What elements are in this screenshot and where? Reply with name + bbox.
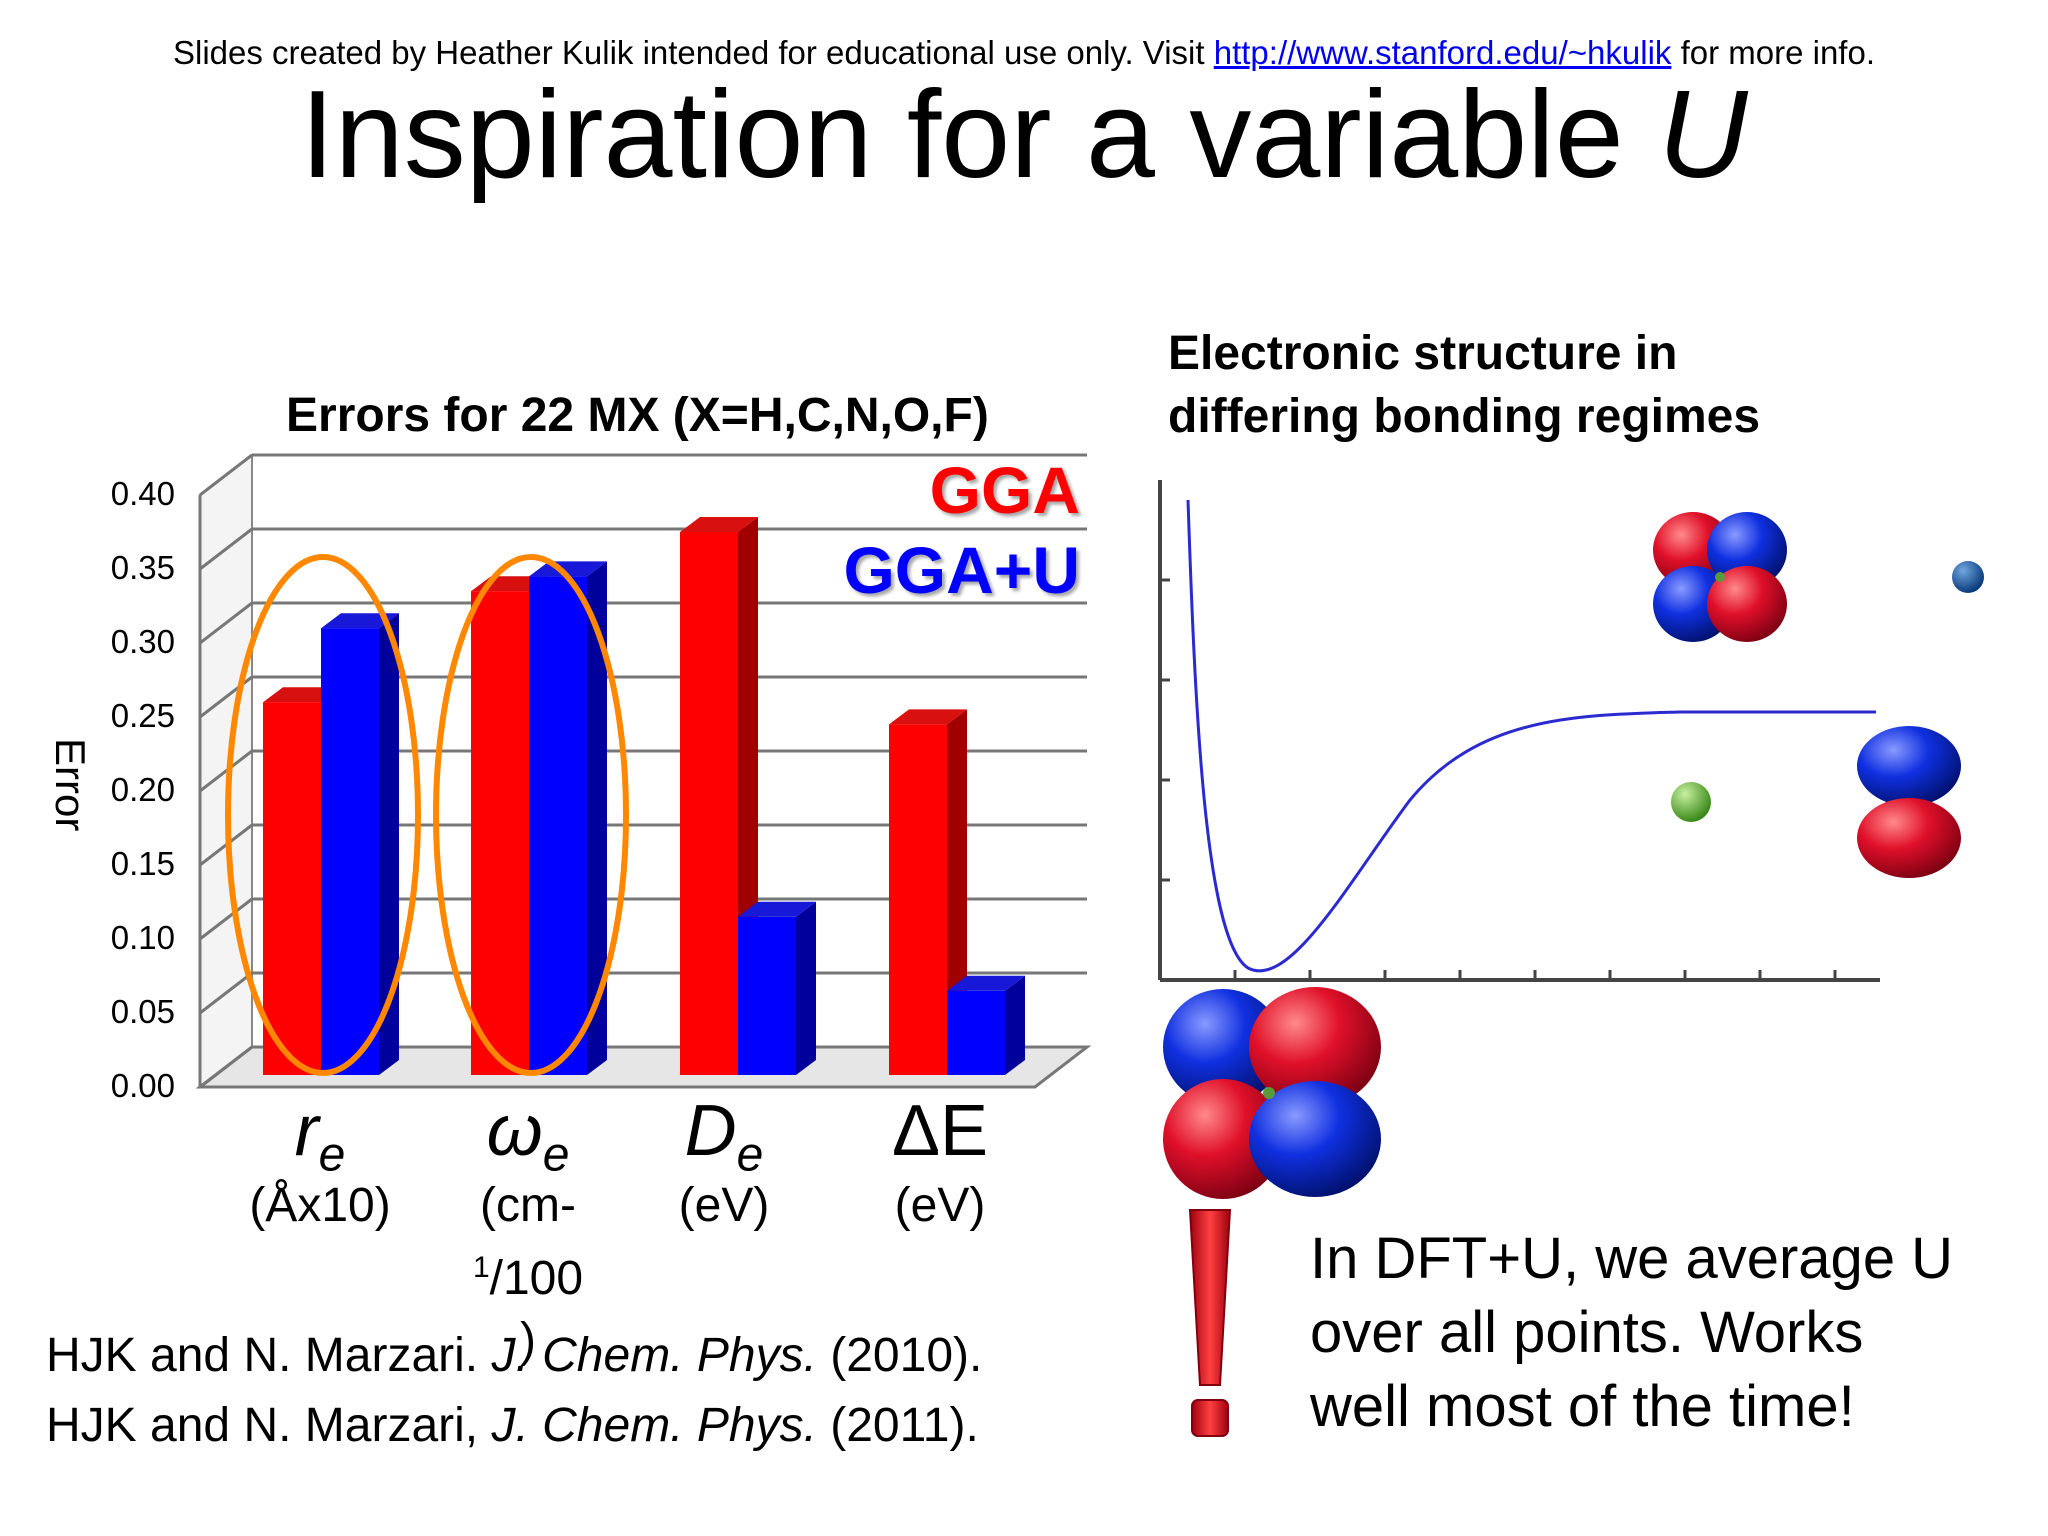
potential-energy-diagram xyxy=(1158,480,1984,1437)
y-tick-label: 0.00 xyxy=(110,1067,175,1104)
credit-suffix: for more info. xyxy=(1680,34,1875,71)
chart-title: Errors for 22 MX (X=H,C,N,O,F) xyxy=(286,389,989,442)
category-unit: (Åx10) xyxy=(249,1179,391,1232)
gridline-slant xyxy=(199,601,253,645)
bar-top-1-3 xyxy=(947,975,1025,991)
highlight-ellipse-1 xyxy=(433,554,629,1076)
atom-small-blue xyxy=(1952,561,1984,593)
bar-GGA+U-2 xyxy=(738,916,796,1075)
y-tick-label: 0.25 xyxy=(110,697,175,734)
gridline-slant xyxy=(199,971,253,1015)
bar-GGA+U-1 xyxy=(529,576,587,1075)
exclamation-icon xyxy=(1188,1209,1232,1437)
credit-line: Slides created by Heather Kulik intended… xyxy=(0,34,2048,72)
ref1-year: (2010). xyxy=(830,1329,983,1382)
note-line2: over all points. Works xyxy=(1310,1300,1864,1365)
dft-u-note: In DFT+U, we average U over all points. … xyxy=(1310,1222,2048,1444)
category-unit: (eV) xyxy=(894,1179,986,1232)
note-line1: In DFT+U, we average U xyxy=(1310,1226,1954,1291)
title-italic: U xyxy=(1658,66,1748,204)
highlight-ellipse-0 xyxy=(225,554,421,1076)
right-title-line1: Electronic structure in xyxy=(1168,327,1678,380)
ref2-journal: J. Chem. Phys. xyxy=(491,1399,817,1452)
bar-top-1-1 xyxy=(529,561,607,577)
ref1-authors: HJK and N. Marzari. xyxy=(46,1329,479,1382)
y-tick-label: 0.10 xyxy=(110,919,175,956)
potential-ticks xyxy=(1160,578,1837,980)
legend-gga: GGA xyxy=(929,453,1080,527)
y-tick-label: 0.35 xyxy=(110,549,175,586)
note-line3: well most of the time! xyxy=(1310,1374,1855,1439)
d-orbital-bottom xyxy=(1163,987,1381,1199)
d-orbital-top xyxy=(1653,512,1787,642)
slide-title: Inspiration for a variable U xyxy=(0,60,2048,210)
gridline-slant xyxy=(199,897,253,941)
gridline-slant xyxy=(199,749,253,793)
reference-1: HJK and N. Marzari. J. Chem. Phys. (2010… xyxy=(46,1328,982,1383)
reference-2: HJK and N. Marzari, J. Chem. Phys. (2011… xyxy=(46,1398,979,1453)
potential-curve xyxy=(1186,499,1876,973)
gridline-slant xyxy=(199,1045,253,1089)
right-panel-title: Electronic structure in differing bondin… xyxy=(1168,322,1760,448)
category-unit: (eV) xyxy=(678,1179,770,1232)
category-unit: (cm- 1/100) xyxy=(472,1179,584,1367)
bar-GGA+U-0 xyxy=(321,628,379,1075)
bar-side-1-2 xyxy=(796,901,816,1075)
bar-side-1-3 xyxy=(1005,975,1025,1075)
bar-GGA-3 xyxy=(889,724,947,1075)
title-main: Inspiration for a variable xyxy=(300,66,1624,204)
y-tick-label: 0.30 xyxy=(110,623,175,660)
category-symbol: ΔE xyxy=(891,1091,989,1171)
y-tick-label: 0.20 xyxy=(110,771,175,808)
credit-link[interactable]: http://www.stanford.edu/~hkulik xyxy=(1213,34,1672,71)
credit-prefix: Slides created by Heather Kulik intended… xyxy=(173,34,1205,71)
category-symbol: re xyxy=(294,1091,346,1182)
bar-side-1-1 xyxy=(587,561,607,1075)
bar-GGA-0 xyxy=(263,702,321,1075)
bar-GGA-2 xyxy=(680,532,738,1075)
bar-top-0-2 xyxy=(680,517,758,532)
category-symbol: ωe xyxy=(486,1091,570,1182)
bar-chart xyxy=(195,452,1092,1090)
y-tick-label: 0.05 xyxy=(110,993,175,1030)
y-tick-label: 0.40 xyxy=(110,475,175,512)
bar-side-1-0 xyxy=(379,613,399,1075)
gridline-slant xyxy=(199,527,253,571)
category-symbol: De xyxy=(684,1091,764,1182)
gridline-slant xyxy=(199,453,253,497)
right-title-line2: differing bonding regimes xyxy=(1168,390,1761,443)
bar-top-0-3 xyxy=(889,709,967,725)
bar-GGA-1 xyxy=(471,591,529,1075)
bar-GGA+U-3 xyxy=(947,990,1005,1075)
p-orbital xyxy=(1857,726,1961,878)
legend-gga-u: GGA+U xyxy=(843,533,1080,607)
ref1-journal: J. Chem. Phys. xyxy=(491,1329,817,1382)
bar-top-1-0 xyxy=(321,613,399,629)
y-tick-label: 0.15 xyxy=(110,845,175,882)
ref2-year: (2011). xyxy=(830,1399,979,1452)
bar-top-1-2 xyxy=(738,901,816,917)
ref2-authors: HJK and N. Marzari, xyxy=(46,1399,479,1452)
atom-green xyxy=(1671,782,1711,822)
